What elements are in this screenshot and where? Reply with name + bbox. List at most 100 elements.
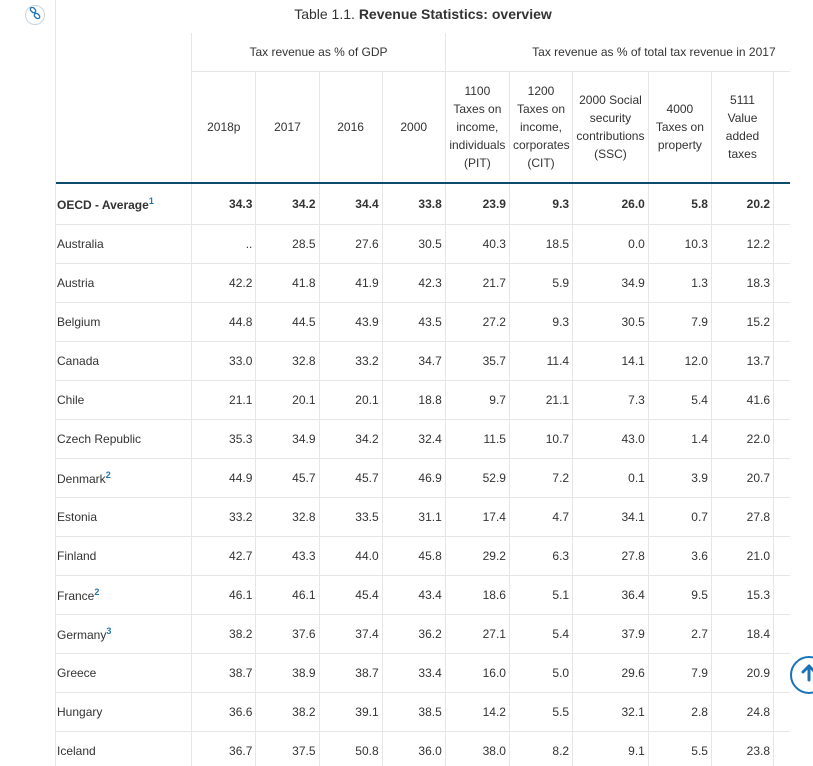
value-cell: 41.6 — [710, 380, 774, 420]
value-cell: 18.3 — [710, 263, 774, 303]
value-cell: 5.5 — [508, 692, 573, 732]
value-cell: 29.2 — [444, 536, 510, 576]
value-cell: 32.4 — [381, 419, 446, 459]
country-cell: Hungary — [56, 692, 192, 732]
value-cell: 5.4 — [647, 380, 712, 420]
column-header-line: (CIT) — [527, 156, 555, 170]
value-cell: 42.2 — [191, 263, 256, 303]
value-cell: 38.7 — [318, 653, 383, 693]
country-cell: Finland — [56, 536, 192, 576]
column-header: 1100 Taxes on income, individuals (PIT) — [444, 71, 510, 184]
value-cell: 22.0 — [710, 419, 774, 459]
value-cell: 37.4 — [318, 614, 383, 654]
value-cell: 45.7 — [318, 458, 383, 498]
value-cell: 23.9 — [444, 183, 510, 225]
column-header-line: 2016 — [337, 120, 364, 134]
table-row: Canada 33.0 32.8 33.2 34.7 35.7 11.4 14.1 12.0 13… — [56, 341, 790, 381]
value-cell: 32.8 — [255, 497, 320, 537]
value-cell: 37.6 — [255, 614, 320, 654]
footnote-marker[interactable]: 1 — [148, 196, 154, 206]
value-cell: 37.5 — [255, 731, 320, 766]
value-cell: 43.5 — [381, 302, 446, 342]
column-header-line: (SSC) — [594, 147, 627, 161]
value-cell: 38.5 — [381, 692, 446, 732]
country-name: France — [57, 589, 95, 603]
value-cell: 43.3 — [255, 536, 320, 576]
value-cell: 33.2 — [191, 497, 256, 537]
value-cell: 38.7 — [191, 653, 256, 693]
value-cell: 35.3 — [191, 419, 256, 459]
column-header-line: 2018p — [207, 120, 241, 134]
country-name: Germany — [57, 628, 107, 642]
value-cell: 10.7 — [508, 419, 573, 459]
footnote-marker[interactable]: 2 — [94, 587, 100, 597]
value-cell: 38.2 — [191, 614, 256, 654]
value-cell: 21.7 — [444, 263, 510, 303]
footnote-marker[interactable]: 2 — [105, 470, 111, 480]
table-left-border — [55, 0, 56, 766]
value-cell: 21.1 — [191, 380, 256, 420]
value-cell — [773, 614, 790, 654]
value-cell: 15.3 — [710, 575, 774, 615]
value-cell: 34.2 — [255, 183, 320, 225]
value-cell: 1 — [773, 692, 790, 732]
value-cell: 29.6 — [572, 653, 649, 693]
value-cell: 1 — [773, 497, 790, 537]
value-cell: 26.0 — [572, 183, 649, 225]
value-cell: 34.9 — [255, 419, 320, 459]
value-cell: 5.1 — [508, 575, 573, 615]
column-header-line: Taxes on — [453, 102, 502, 116]
column-header-line: 5111 — [730, 93, 755, 107]
value-cell: 12.2 — [710, 224, 774, 264]
value-cell — [773, 575, 790, 615]
country-cell: Australia — [56, 224, 192, 264]
value-cell: 39.1 — [318, 692, 383, 732]
country-cell: Belgium — [56, 302, 192, 342]
value-cell: 36.7 — [191, 731, 256, 766]
revenue-table: Tax revenue as % of GDP Tax revenue as %… — [56, 33, 790, 766]
value-cell: 33.4 — [381, 653, 446, 693]
country-name: Hungary — [57, 705, 103, 719]
value-cell — [773, 731, 790, 766]
value-cell — [773, 302, 790, 342]
value-cell: 36.0 — [381, 731, 446, 766]
value-cell: 7.2 — [508, 458, 573, 498]
value-cell: 44.5 — [255, 302, 320, 342]
value-cell: 6.3 — [508, 536, 573, 576]
value-cell: 20.7 — [710, 458, 774, 498]
table-row: OECD - Average1 34.3 34.2 34.4 33.8 23.9 9.3 26… — [56, 183, 790, 225]
value-cell: 3.6 — [647, 536, 712, 576]
column-header: 2017 — [255, 71, 320, 184]
country-cell: France2 — [56, 575, 192, 615]
value-cell: 9.3 — [508, 302, 573, 342]
value-cell: 27.1 — [444, 614, 510, 654]
value-cell: 42.3 — [381, 263, 446, 303]
value-cell: 7.3 — [572, 380, 649, 420]
column-header: 4000 Taxes on property — [647, 71, 712, 184]
table-viewport[interactable]: Tax revenue as % of GDP Tax revenue as %… — [56, 33, 790, 766]
value-cell: 33.8 — [381, 183, 446, 225]
value-cell: 50.8 — [318, 731, 383, 766]
value-cell: 3.9 — [647, 458, 712, 498]
scroll-to-top-button[interactable] — [790, 656, 813, 694]
value-cell: 43.4 — [381, 575, 446, 615]
value-cell: 13.7 — [710, 341, 774, 381]
value-cell: 23.8 — [710, 731, 774, 766]
value-cell: 5.8 — [647, 183, 712, 225]
permalink-button[interactable] — [25, 5, 45, 25]
column-header-line: (PIT) — [464, 156, 491, 170]
country-name: Greece — [57, 666, 97, 680]
country-name: Chile — [57, 393, 85, 407]
table-row: Denmark2 44.9 45.7 45.7 46.9 52.9 7.2 0.1 3.9 20.… — [56, 458, 790, 498]
column-header-line: Value — [727, 111, 758, 125]
value-cell: 18.6 — [444, 575, 510, 615]
value-cell: 5.0 — [508, 653, 573, 693]
column-header-line: 2000 — [400, 120, 428, 134]
country-name: Austria — [57, 276, 95, 290]
value-cell: 40.3 — [444, 224, 510, 264]
footnote-marker[interactable]: 3 — [106, 626, 112, 636]
country-cell: Iceland — [56, 731, 192, 766]
group-header-gdp: Tax revenue as % of GDP — [191, 33, 446, 72]
value-cell: 34.7 — [381, 341, 446, 381]
